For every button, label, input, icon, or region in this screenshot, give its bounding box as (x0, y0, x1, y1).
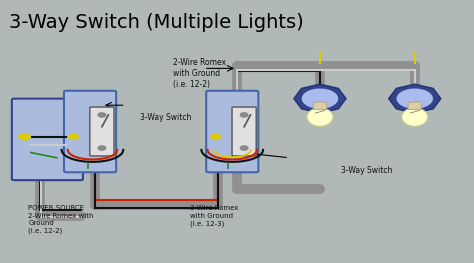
Ellipse shape (307, 108, 333, 126)
Circle shape (240, 113, 248, 117)
Polygon shape (389, 84, 441, 113)
Polygon shape (294, 84, 346, 113)
FancyBboxPatch shape (232, 107, 256, 156)
Text: POWER SOURCE
2-Wire Romex with
Ground
(i.e. 12-2): POWER SOURCE 2-Wire Romex with Ground (i… (28, 205, 94, 234)
FancyBboxPatch shape (64, 91, 116, 172)
Text: 3-Way Switch (Multiple Lights): 3-Way Switch (Multiple Lights) (9, 13, 304, 32)
Circle shape (301, 88, 338, 109)
Circle shape (19, 134, 30, 140)
Circle shape (211, 134, 220, 139)
Circle shape (240, 146, 248, 150)
Circle shape (396, 88, 433, 109)
FancyBboxPatch shape (313, 102, 327, 110)
Text: 3-Way Switch: 3-Way Switch (341, 166, 392, 175)
Text: 3-Way Switch: 3-Way Switch (140, 113, 191, 122)
Text: 2-Wire Romex
with Ground
(i.e. 12-2): 2-Wire Romex with Ground (i.e. 12-2) (173, 58, 226, 89)
Ellipse shape (401, 108, 428, 126)
FancyBboxPatch shape (90, 107, 114, 156)
FancyBboxPatch shape (12, 99, 83, 180)
Text: 3-Wire Romex
with Ground
(i.e. 12-3): 3-Wire Romex with Ground (i.e. 12-3) (190, 205, 238, 227)
Circle shape (98, 113, 106, 117)
FancyBboxPatch shape (408, 102, 421, 110)
Circle shape (69, 134, 78, 139)
Circle shape (98, 146, 106, 150)
FancyBboxPatch shape (206, 91, 258, 172)
